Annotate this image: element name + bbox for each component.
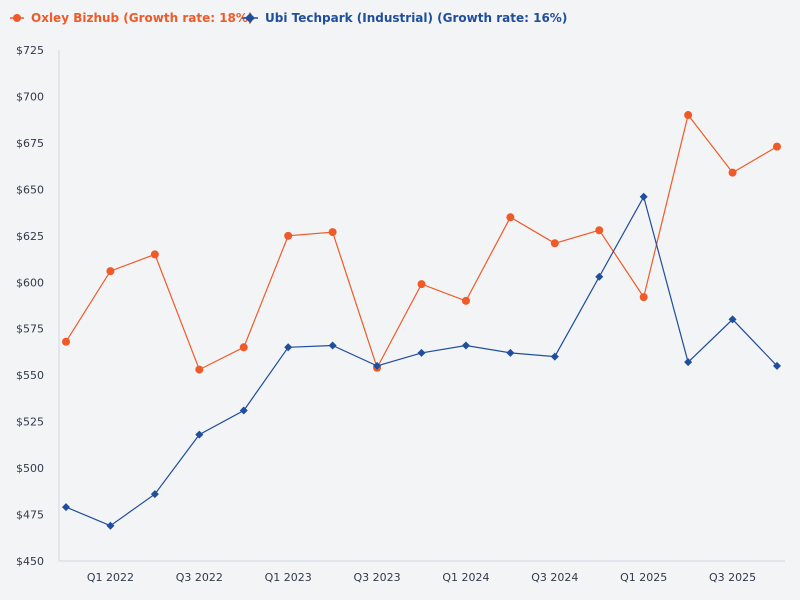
y-tick-label: $625 [16, 230, 44, 243]
x-tick-label: Q1 2024 [442, 571, 489, 584]
data-point[interactable] [239, 406, 248, 415]
data-point[interactable] [417, 348, 426, 357]
series-1 [62, 192, 781, 530]
data-point[interactable] [284, 343, 293, 352]
data-point[interactable] [684, 111, 693, 120]
x-tick-label: Q3 2024 [531, 571, 578, 584]
data-point[interactable] [195, 430, 204, 439]
y-tick-label: $475 [16, 509, 44, 522]
data-point[interactable] [639, 293, 648, 302]
x-tick-label: Q1 2023 [265, 571, 312, 584]
y-tick-label: $525 [16, 416, 44, 429]
data-point[interactable] [550, 352, 559, 361]
x-axis-ticks: Q1 2022 Q3 2022 Q1 2023 Q3 2023 Q1 2024 Q3 20… [87, 571, 756, 584]
data-point[interactable] [62, 337, 70, 346]
x-tick-label: Q3 2022 [176, 571, 223, 584]
data-point[interactable] [150, 490, 159, 499]
legend: Oxley Bizhub (Growth rate: 18%) Ubi Tech… [10, 11, 567, 25]
data-point[interactable] [639, 192, 648, 201]
legend-label-oxley-bizhub: Oxley Bizhub (Growth rate: 18%) [31, 11, 253, 25]
legend-marker-oxley-bizhub [13, 14, 21, 22]
series-0 [62, 111, 781, 374]
y-tick-label: $500 [16, 462, 44, 475]
data-point[interactable] [595, 226, 604, 235]
y-tick-label: $650 [16, 183, 44, 196]
data-point[interactable] [328, 341, 337, 350]
data-point[interactable] [239, 343, 248, 352]
data-point[interactable] [62, 503, 70, 512]
y-tick-label: $600 [16, 276, 44, 289]
data-point[interactable] [461, 296, 470, 305]
data-point[interactable] [506, 213, 515, 222]
series-line [65, 113, 778, 371]
legend-item-ubi-techpark[interactable]: Ubi Techpark (Industrial) (Growth rate: … [242, 11, 567, 25]
data-point[interactable] [106, 267, 115, 276]
data-point[interactable] [195, 365, 204, 374]
x-tick-label: Q3 2023 [353, 571, 400, 584]
data-point[interactable] [106, 521, 115, 530]
data-point[interactable] [150, 250, 159, 259]
y-tick-label: $700 [16, 90, 44, 103]
data-point[interactable] [728, 315, 737, 324]
data-point[interactable] [773, 361, 781, 370]
legend-item-oxley-bizhub[interactable]: Oxley Bizhub (Growth rate: 18%) [10, 11, 253, 25]
y-tick-label: $675 [16, 137, 44, 150]
legend-marker-ubi-techpark [245, 13, 255, 23]
data-point[interactable] [373, 361, 382, 370]
data-point[interactable] [773, 142, 781, 151]
data-point[interactable] [284, 231, 293, 240]
legend-label-ubi-techpark: Ubi Techpark (Industrial) (Growth rate: … [265, 11, 567, 25]
data-point[interactable] [328, 228, 337, 237]
data-point[interactable] [595, 272, 604, 281]
axes [58, 50, 785, 562]
series-line [65, 195, 778, 527]
data-point[interactable] [550, 239, 559, 248]
y-tick-label: $575 [16, 323, 44, 336]
series-layer [62, 111, 781, 530]
data-point[interactable] [728, 168, 737, 177]
y-tick-label: $550 [16, 369, 44, 382]
y-tick-label: $450 [16, 555, 44, 568]
x-tick-label: Q1 2022 [87, 571, 134, 584]
x-tick-label: Q3 2025 [709, 571, 756, 584]
data-point[interactable] [417, 280, 426, 289]
x-tick-label: Q1 2025 [620, 571, 667, 584]
data-point[interactable] [461, 341, 470, 350]
data-point[interactable] [684, 358, 693, 367]
data-point[interactable] [506, 348, 515, 357]
y-tick-label: $725 [16, 44, 44, 57]
y-axis-ticks: $450 $475 $500 $525 $550 $575 $600 $625 $650 $675… [16, 44, 44, 568]
